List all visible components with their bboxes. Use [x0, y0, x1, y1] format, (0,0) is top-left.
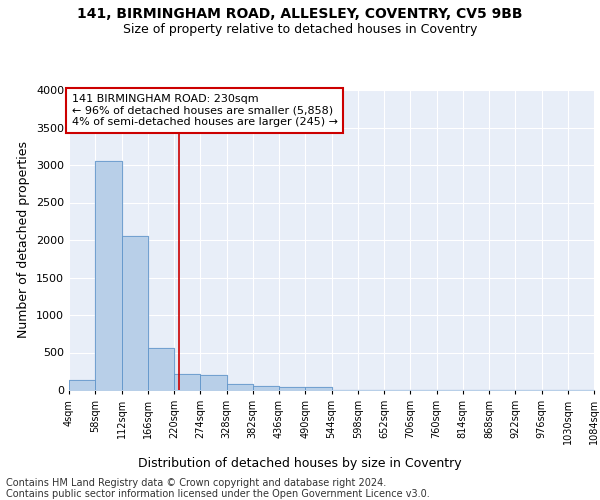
Text: 141 BIRMINGHAM ROAD: 230sqm
← 96% of detached houses are smaller (5,858)
4% of s: 141 BIRMINGHAM ROAD: 230sqm ← 96% of det… [72, 94, 338, 127]
Y-axis label: Number of detached properties: Number of detached properties [17, 142, 31, 338]
Text: Size of property relative to detached houses in Coventry: Size of property relative to detached ho… [123, 22, 477, 36]
Text: 141, BIRMINGHAM ROAD, ALLESLEY, COVENTRY, CV5 9BB: 141, BIRMINGHAM ROAD, ALLESLEY, COVENTRY… [77, 8, 523, 22]
Text: Contains public sector information licensed under the Open Government Licence v3: Contains public sector information licen… [6, 489, 430, 499]
Text: Distribution of detached houses by size in Coventry: Distribution of detached houses by size … [138, 458, 462, 470]
Text: Contains HM Land Registry data © Crown copyright and database right 2024.: Contains HM Land Registry data © Crown c… [6, 478, 386, 488]
